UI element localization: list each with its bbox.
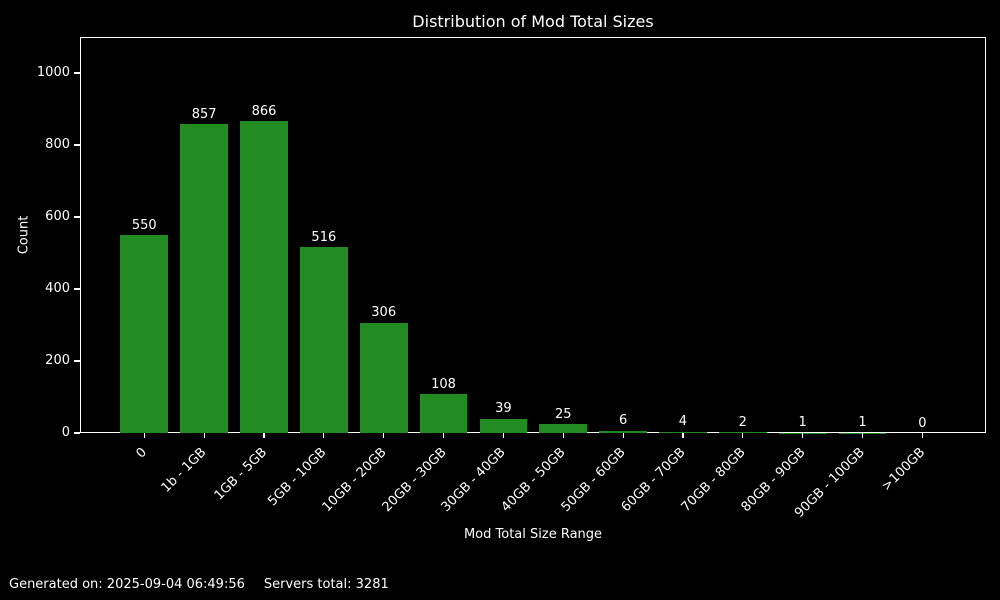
chart-title: Distribution of Mod Total Sizes	[412, 12, 654, 31]
bar-value-label: 0	[918, 415, 927, 431]
x-tick-mark	[562, 433, 564, 438]
x-tick-mark	[323, 433, 325, 438]
y-tick-label: 600	[45, 209, 70, 224]
y-tick-mark	[74, 144, 80, 146]
y-tick-mark	[74, 288, 80, 290]
y-tick-label: 0	[61, 425, 70, 440]
y-tick-mark	[74, 432, 80, 434]
bar-value-label: 550	[131, 217, 157, 233]
servers-total: Servers total: 3281	[263, 577, 389, 592]
y-tick-mark	[74, 216, 80, 218]
x-tick-mark	[203, 433, 205, 438]
bar-value-label: 1	[798, 415, 807, 431]
bar	[419, 394, 468, 433]
y-tick-label: 200	[45, 353, 70, 368]
bar	[359, 322, 408, 433]
x-axis-label: Mod Total Size Range	[463, 527, 603, 542]
x-tick-mark	[442, 433, 445, 438]
bar	[718, 432, 767, 433]
x-tick-mark	[622, 433, 624, 438]
bar	[479, 418, 528, 433]
generated-timestamp: Generated on: 2025-09-04 06:49:56	[9, 577, 245, 592]
x-tick-mark	[802, 433, 804, 438]
bar	[659, 431, 707, 433]
x-tick-label: >100GB	[878, 445, 928, 495]
plot-area	[80, 37, 986, 433]
bar-value-label: 4	[678, 414, 688, 430]
x-tick-mark	[502, 433, 504, 438]
bar	[599, 430, 647, 433]
x-tick-label: 5GB - 10GB	[265, 445, 330, 510]
y-tick-label: 400	[45, 281, 70, 296]
bar-value-label: 866	[251, 103, 277, 119]
bar-value-label: 857	[191, 106, 217, 122]
x-tick-mark	[742, 433, 744, 438]
bar-value-label: 39	[495, 401, 512, 417]
x-tick-mark	[682, 433, 684, 438]
bar	[240, 121, 288, 433]
x-tick-label: 1GB - 5GB	[211, 445, 270, 504]
x-tick-mark	[263, 433, 265, 438]
y-tick-mark	[74, 360, 80, 362]
bar-value-label: 25	[554, 406, 572, 422]
x-tick-mark	[861, 433, 864, 438]
bar-value-label: 516	[311, 229, 337, 245]
y-tick-label: 800	[45, 137, 70, 152]
bar-value-label: 306	[371, 305, 397, 321]
x-tick-label: 1b - 1GB	[159, 445, 210, 496]
bar-value-label: 6	[618, 413, 628, 429]
x-tick-mark	[921, 433, 923, 438]
x-tick-mark	[143, 433, 145, 438]
x-tick-label: 0	[133, 445, 150, 462]
y-tick-mark	[74, 72, 80, 74]
bar	[120, 235, 169, 433]
x-tick-mark	[383, 433, 385, 438]
chart-footer: Generated on: 2025-09-04 06:49:56 Servers…	[9, 577, 389, 592]
bar	[539, 424, 588, 433]
bar-value-label: 108	[431, 376, 456, 392]
bar	[180, 124, 229, 433]
bar	[299, 247, 348, 433]
bar-value-label: 1	[858, 415, 867, 431]
bar-value-label: 2	[738, 414, 747, 430]
y-tick-label: 1000	[36, 65, 70, 80]
